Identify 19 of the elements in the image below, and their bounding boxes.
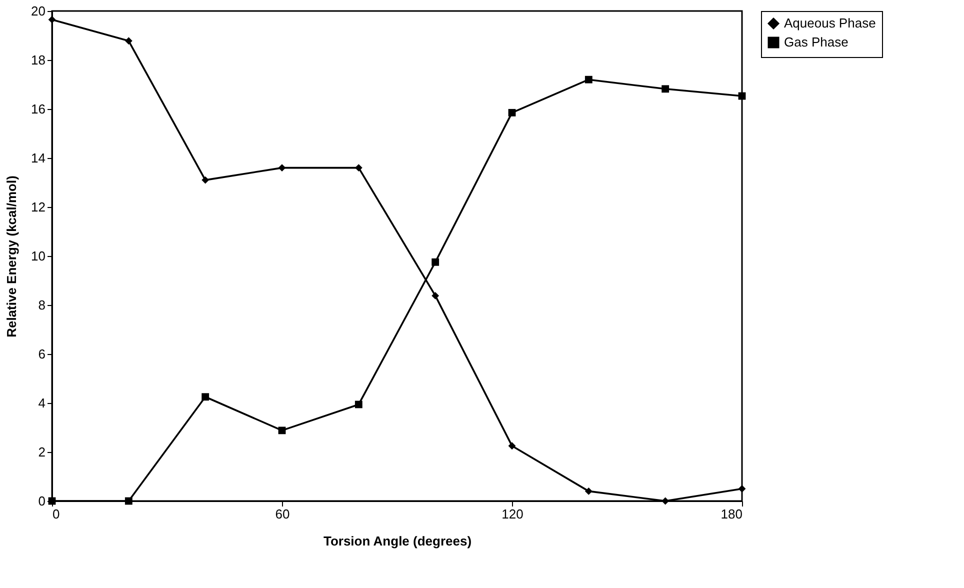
legend-label: Gas Phase: [784, 34, 848, 50]
y-tick-label: 6: [38, 346, 46, 362]
y-tick-label: 18: [31, 52, 46, 68]
y-tick-label: 4: [38, 396, 46, 410]
x-tick-label: 60: [275, 506, 290, 522]
y-tick-label: 12: [31, 200, 46, 214]
legend-label: Aqueous Phase: [784, 16, 876, 30]
y-tick-label: 10: [31, 248, 46, 264]
y-tick-label: 0: [38, 494, 46, 508]
y-axis-title: Relative Energy (kcal/mol): [4, 176, 20, 338]
x-axis-title: Torsion Angle (degrees): [323, 534, 472, 548]
y-tick-label: 20: [31, 4, 46, 18]
y-tick-label: 2: [38, 444, 46, 460]
y-tick-label: 8: [38, 298, 46, 312]
x-tick-label: 180: [720, 506, 742, 522]
y-tick-label: 14: [31, 150, 46, 166]
x-tick-label: 0: [52, 506, 60, 522]
y-tick-label: 16: [31, 102, 46, 116]
x-tick-label: 120: [502, 506, 524, 522]
